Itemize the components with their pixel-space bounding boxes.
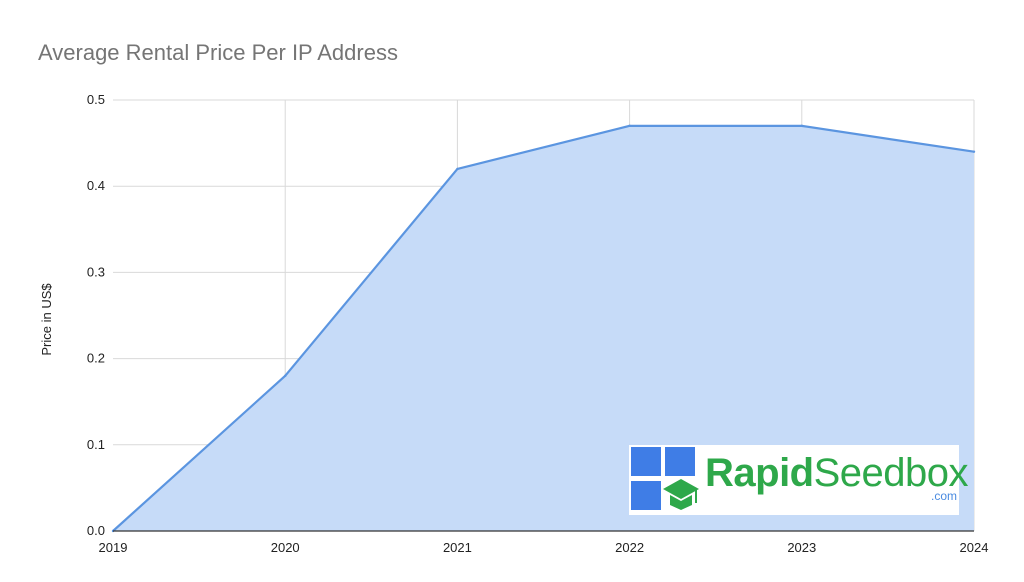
data-point bbox=[284, 374, 287, 378]
data-point bbox=[972, 150, 976, 153]
x-tick-label: 2021 bbox=[443, 540, 472, 555]
logo-tld: .com bbox=[930, 489, 957, 503]
series-line bbox=[112, 124, 975, 532]
logo-square-top-right bbox=[665, 447, 695, 476]
x-tick-label: 2022 bbox=[615, 540, 644, 555]
logo-wordmark: RapidSeedbox bbox=[705, 451, 969, 495]
area-series bbox=[111, 124, 976, 533]
x-tick-label: 2023 bbox=[787, 540, 816, 555]
data-point bbox=[628, 124, 631, 128]
tick-labels: 0.0 0.1 0.2 0.3 0.4 0.5 2019 2020 2021 2022 2023 20… bbox=[39, 92, 988, 555]
data-point bbox=[456, 167, 459, 171]
x-tick-label: 2024 bbox=[960, 540, 989, 555]
rapidseedbox-logo: RapidSeedbox .com bbox=[629, 445, 969, 515]
y-tick-label: 0.4 bbox=[87, 178, 105, 193]
logo-wordmark-bold: Rapid bbox=[705, 451, 814, 495]
data-point bbox=[800, 124, 803, 128]
x-tick-label: 2020 bbox=[271, 540, 300, 555]
graduation-cap-icon bbox=[663, 479, 699, 510]
chart-title: Average Rental Price Per IP Address bbox=[38, 40, 398, 65]
logo-square-bottom-left bbox=[631, 481, 661, 510]
y-tick-label: 0.0 bbox=[87, 523, 105, 538]
y-tick-label: 0.2 bbox=[87, 351, 105, 366]
y-tick-label: 0.3 bbox=[87, 264, 105, 279]
y-tick-label: 0.1 bbox=[87, 437, 105, 452]
x-tick-label: 2019 bbox=[99, 540, 128, 555]
area-fill bbox=[113, 125, 974, 532]
y-tick-label: 0.5 bbox=[87, 92, 105, 107]
logo-square-top-left bbox=[631, 447, 661, 476]
y-axis-title: Price in US$ bbox=[39, 283, 54, 356]
logo-wordmark-regular: Seedbox bbox=[813, 451, 969, 495]
